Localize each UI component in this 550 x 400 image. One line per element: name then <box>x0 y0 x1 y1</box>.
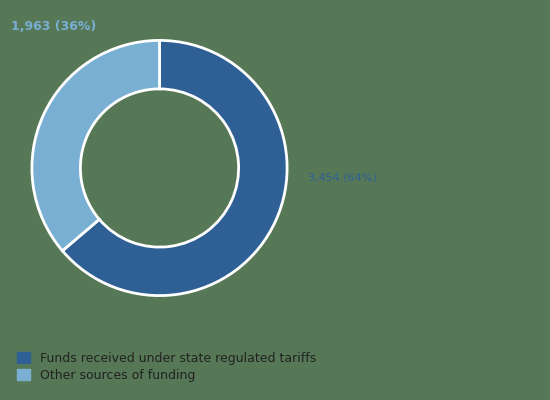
Legend: Funds received under state regulated tariffs, Other sources of funding: Funds received under state regulated tar… <box>17 352 316 382</box>
Wedge shape <box>32 40 160 251</box>
Text: 1,963 (36%): 1,963 (36%) <box>11 20 96 33</box>
Wedge shape <box>62 40 287 296</box>
Text: 3,454 (64%): 3,454 (64%) <box>308 172 377 182</box>
